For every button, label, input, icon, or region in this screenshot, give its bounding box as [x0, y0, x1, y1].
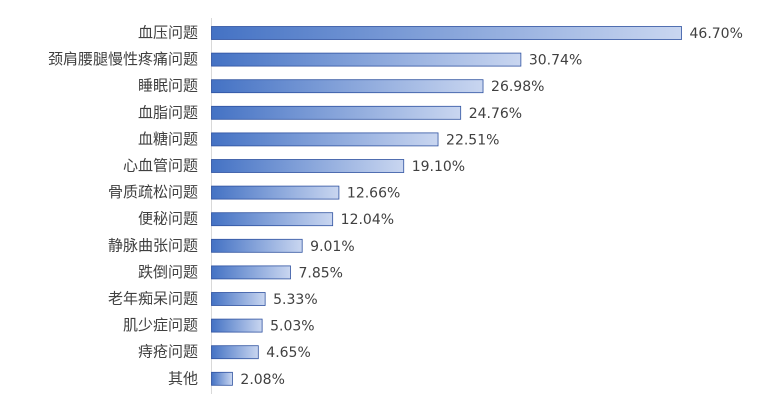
- value-label: 30.74%: [529, 53, 582, 69]
- category-label: 心血管问题: [123, 157, 198, 175]
- value-label: 7.85%: [299, 265, 343, 281]
- category-label: 血压问题: [138, 24, 198, 42]
- value-label: 12.04%: [341, 212, 394, 228]
- value-label: 5.03%: [270, 319, 314, 335]
- value-label: 26.98%: [491, 79, 544, 95]
- category-label: 睡眠问题: [138, 77, 198, 95]
- value-label: 4.65%: [266, 345, 310, 361]
- value-label: 24.76%: [469, 106, 522, 122]
- bar: [211, 159, 405, 173]
- bar: [211, 265, 291, 280]
- category-label: 骨质疏松问题: [108, 183, 198, 201]
- category-label: 老年痴呆问题: [108, 290, 198, 308]
- category-label: 静脉曲张问题: [108, 236, 198, 254]
- value-label: 2.08%: [240, 372, 284, 388]
- value-label: 9.01%: [310, 239, 354, 255]
- bar: [211, 371, 233, 386]
- bar: [211, 345, 259, 360]
- bar: [211, 26, 682, 40]
- category-label: 颈肩腰腿慢性疼痛问题: [48, 50, 198, 68]
- bar: [211, 52, 522, 67]
- category-label: 其他: [168, 369, 198, 387]
- value-label: 12.66%: [347, 186, 400, 202]
- bar: [211, 212, 334, 227]
- value-label: 46.70%: [690, 26, 743, 42]
- category-label: 跌倒问题: [138, 263, 198, 281]
- bar: [211, 185, 340, 200]
- bar: [211, 292, 266, 306]
- value-label: 22.51%: [446, 132, 499, 148]
- category-label: 血脂问题: [138, 103, 198, 121]
- category-label: 血糖问题: [138, 130, 198, 148]
- value-label: 5.33%: [273, 292, 317, 308]
- bar: [211, 105, 462, 120]
- bar: [211, 238, 303, 253]
- bar: [211, 318, 263, 333]
- category-label: 痔疮问题: [138, 343, 198, 361]
- value-label: 19.10%: [412, 159, 465, 175]
- category-label: 便秘问题: [138, 210, 198, 228]
- category-label: 肌少症问题: [123, 316, 198, 334]
- bar: [211, 132, 439, 147]
- bar: [211, 79, 484, 94]
